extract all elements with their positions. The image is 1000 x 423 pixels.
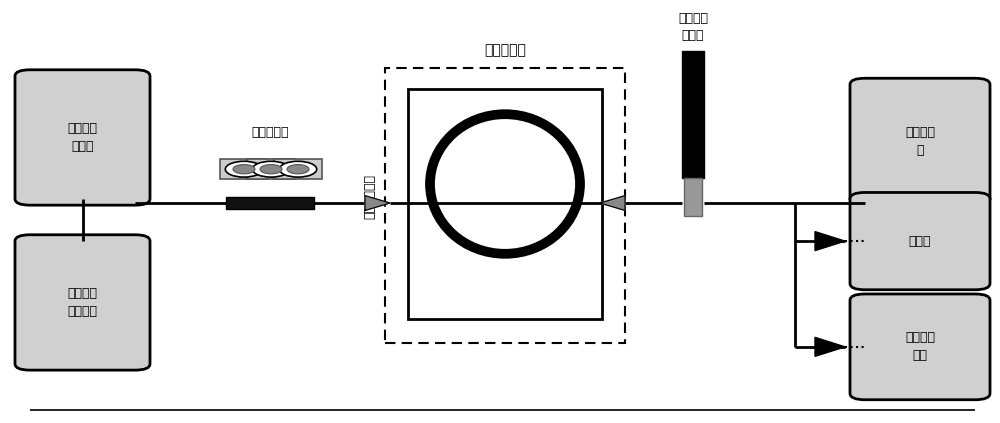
Bar — [226, 197, 314, 209]
Polygon shape — [600, 196, 625, 210]
Text: 光谱分析
仪: 光谱分析 仪 — [905, 126, 935, 157]
Text: 示波器: 示波器 — [909, 235, 931, 247]
Text: 微环谐振腔: 微环谐振腔 — [484, 43, 526, 57]
Circle shape — [252, 161, 290, 177]
Polygon shape — [365, 196, 390, 210]
FancyBboxPatch shape — [850, 192, 990, 290]
Bar — [220, 159, 268, 179]
FancyBboxPatch shape — [850, 294, 990, 400]
Ellipse shape — [430, 114, 580, 254]
Text: 可调谐光
衰减器: 可调谐光 衰减器 — [678, 12, 708, 42]
Circle shape — [279, 161, 317, 177]
Bar — [408, 89, 602, 319]
FancyBboxPatch shape — [850, 78, 990, 205]
Circle shape — [233, 165, 255, 174]
Circle shape — [225, 161, 263, 177]
Circle shape — [260, 165, 282, 174]
Text: 外腔半导
体激光器: 外腔半导 体激光器 — [68, 287, 98, 318]
Polygon shape — [815, 338, 845, 356]
Bar — [385, 68, 625, 343]
Text: 偏振控制器: 偏振控制器 — [251, 126, 289, 139]
FancyBboxPatch shape — [15, 70, 150, 205]
Text: 电信号分
析仪: 电信号分 析仪 — [905, 331, 935, 363]
Text: 渐变锥形光纤: 渐变锥形光纤 — [364, 174, 376, 219]
Bar — [684, 178, 702, 216]
FancyBboxPatch shape — [15, 235, 150, 370]
Polygon shape — [815, 232, 845, 250]
Bar — [682, 51, 704, 178]
Circle shape — [287, 165, 309, 174]
Bar — [247, 159, 295, 179]
Text: 掺铒光纤
放大器: 掺铒光纤 放大器 — [68, 122, 98, 153]
Bar — [274, 159, 322, 179]
